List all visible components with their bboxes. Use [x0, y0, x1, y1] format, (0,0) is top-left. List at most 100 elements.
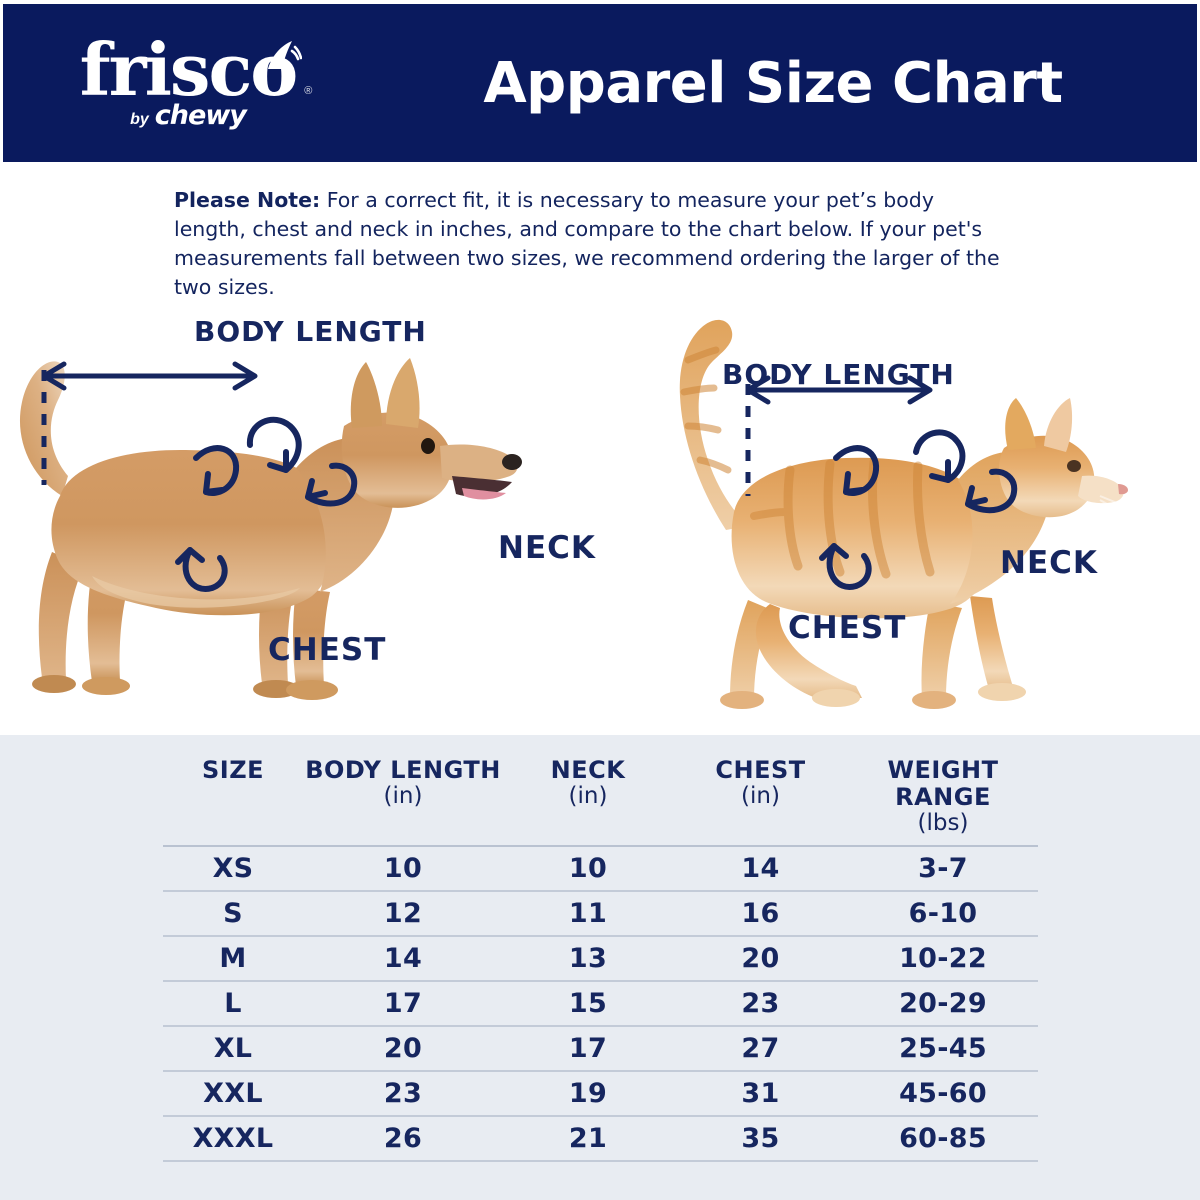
cat-neck-loop-arrow-lower [965, 468, 1018, 514]
column-header-chest-label: CHEST [715, 756, 806, 784]
table-row: XL 20 17 27 25-45 [163, 1025, 1038, 1072]
cat-chest-loop-arrowhead [819, 543, 849, 561]
cell-weight-range: 3-7 [848, 845, 1038, 892]
dog-body-length-label: BODY LENGTH [194, 315, 427, 348]
cell-body-length: 17 [303, 980, 503, 1027]
cat-eye [1067, 460, 1081, 472]
header-band: frisco ® by chewy Apparel Size Chart [3, 4, 1197, 162]
cell-chest: 35 [673, 1115, 848, 1162]
column-header-size-label: SIZE [201, 756, 264, 784]
column-header-neck-label: NECK [550, 756, 626, 784]
cat-hind-leg-near [755, 604, 862, 698]
size-table: SIZE BODY LENGTH (in) NECK (in) CHEST (i… [163, 757, 1038, 1162]
dog-paw-2 [82, 677, 130, 695]
dog-ear-near [386, 358, 420, 428]
dog-paw-4 [286, 680, 338, 700]
dog-front-leg-near [293, 588, 330, 686]
dog-paw-1 [32, 675, 76, 693]
cat-whiskers [1099, 495, 1143, 523]
dog-girth-loop-arrowhead [203, 471, 225, 495]
cat-neck-loop-arrowhead-lower [965, 485, 988, 507]
cell-chest: 27 [673, 1025, 848, 1072]
dog-chest-label: CHEST [268, 632, 387, 668]
cell-size: XXXL [163, 1115, 303, 1162]
table-row: XXL 23 19 31 45-60 [163, 1070, 1038, 1117]
cell-weight-range: 6-10 [848, 890, 1038, 937]
cell-size: XS [163, 845, 303, 892]
cat-nose [1118, 484, 1128, 495]
size-table-section: SIZE BODY LENGTH (in) NECK (in) CHEST (i… [0, 735, 1200, 1200]
cell-body-length: 12 [303, 890, 503, 937]
cat-body [731, 457, 992, 619]
column-header-chest-unit: (in) [741, 782, 780, 809]
dog-neck-loop-arrowhead-upper [267, 449, 289, 473]
frisco-by-chewy: by chewy [130, 100, 247, 131]
table-row: XXXL 26 21 35 60-85 [163, 1115, 1038, 1162]
column-header-chest: CHEST (in) [673, 756, 848, 847]
please-note-label: Please Note: [174, 188, 321, 212]
cell-weight-range: 20-29 [848, 980, 1038, 1027]
column-header-body-length-unit: (in) [383, 782, 423, 809]
dog-snout [440, 444, 518, 482]
dog-belly [92, 576, 300, 608]
cat-body-length-label: BODY LENGTH [722, 358, 955, 391]
cat-girth-loop-arrowhead [843, 471, 865, 495]
dog-body [51, 450, 333, 616]
cell-body-length: 23 [303, 1070, 503, 1117]
dog-neck-loop-arrow-lower [305, 462, 358, 507]
cat-tail [679, 319, 748, 530]
cell-neck: 13 [503, 935, 673, 982]
table-row: M 14 13 20 10-22 [163, 935, 1038, 982]
cat-paw-3 [912, 691, 956, 709]
registered-trademark-icon: ® [304, 84, 312, 97]
dog-ear-far [350, 362, 382, 428]
cat-tail-stripes [680, 346, 732, 474]
column-header-weight-range-label: WEIGHT RANGE [887, 756, 999, 811]
cat-neck-label: NECK [1000, 545, 1098, 581]
cat-body-length-arrowhead-right [907, 375, 933, 405]
cell-neck: 10 [503, 845, 673, 892]
dog-body-length-arrowhead-right [232, 361, 258, 391]
cell-size: XXL [163, 1070, 303, 1117]
cat-front-leg-near [970, 596, 1014, 690]
cell-body-length: 10 [303, 845, 503, 892]
column-header-neck-unit: (in) [568, 782, 608, 809]
cell-neck: 17 [503, 1025, 673, 1072]
cell-size: S [163, 890, 303, 937]
table-row: L 17 15 23 20-29 [163, 980, 1038, 1027]
cell-chest: 20 [673, 935, 848, 982]
dog-tail [19, 361, 68, 496]
dog-illustration [19, 358, 522, 700]
cat-paw-1 [720, 691, 764, 709]
dog-paw-3 [253, 680, 299, 698]
cat-neck-loop-arrow-upper [913, 429, 966, 483]
dog-body-length-arrowhead-left [41, 361, 67, 391]
column-header-weight-range-unit: (lbs) [917, 809, 969, 836]
cell-body-length: 14 [303, 935, 503, 982]
please-note-body: For a correct fit, it is necessary to me… [174, 188, 1000, 300]
frisco-wordmark: frisco ® [80, 34, 313, 106]
page-title: Apparel Size Chart [483, 50, 1063, 116]
cell-size: XL [163, 1025, 303, 1072]
dog-neck-loop-arrow-upper [246, 416, 302, 473]
dog-neck-loop-arrowhead-lower [305, 478, 328, 500]
frisco-logo: frisco ® by chewy [58, 24, 318, 144]
cat-muzzle [1078, 475, 1124, 504]
cell-weight-range: 45-60 [848, 1070, 1038, 1117]
dog-tongue [462, 488, 506, 500]
cat-paw-4 [978, 683, 1026, 701]
cat-chest-label: CHEST [788, 610, 907, 646]
dog-eye [421, 438, 435, 454]
cell-neck: 15 [503, 980, 673, 1027]
cell-body-length: 20 [303, 1025, 503, 1072]
dog-chest-loop-arrowhead [175, 547, 205, 565]
cat-front-leg-far [921, 602, 962, 698]
cat-neck-loop-arrowhead-upper [929, 459, 951, 483]
cat-chest-loop-arrow [826, 543, 872, 590]
cat-ear-near [1044, 398, 1073, 452]
cat-head [999, 435, 1095, 518]
dog-nose [502, 454, 522, 470]
cell-body-length: 26 [303, 1115, 503, 1162]
dog-head [341, 412, 453, 508]
cell-chest: 14 [673, 845, 848, 892]
